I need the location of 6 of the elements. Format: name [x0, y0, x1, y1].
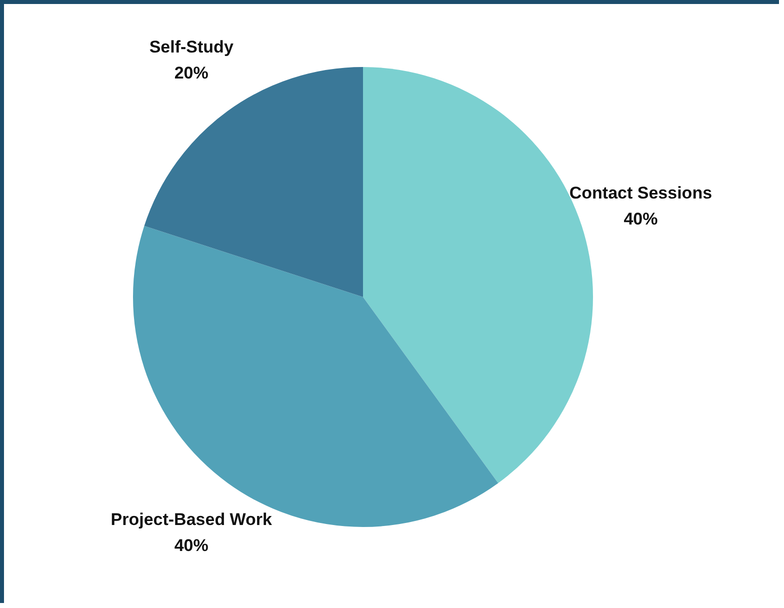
data-label: 40%: [174, 536, 208, 555]
data-label: 20%: [174, 63, 208, 82]
slice-label: Project-Based Work: [110, 510, 273, 529]
data-label: 40%: [624, 209, 658, 228]
slice-label: Self-Study: [149, 37, 234, 56]
slice-label: Contact Sessions: [569, 183, 712, 202]
